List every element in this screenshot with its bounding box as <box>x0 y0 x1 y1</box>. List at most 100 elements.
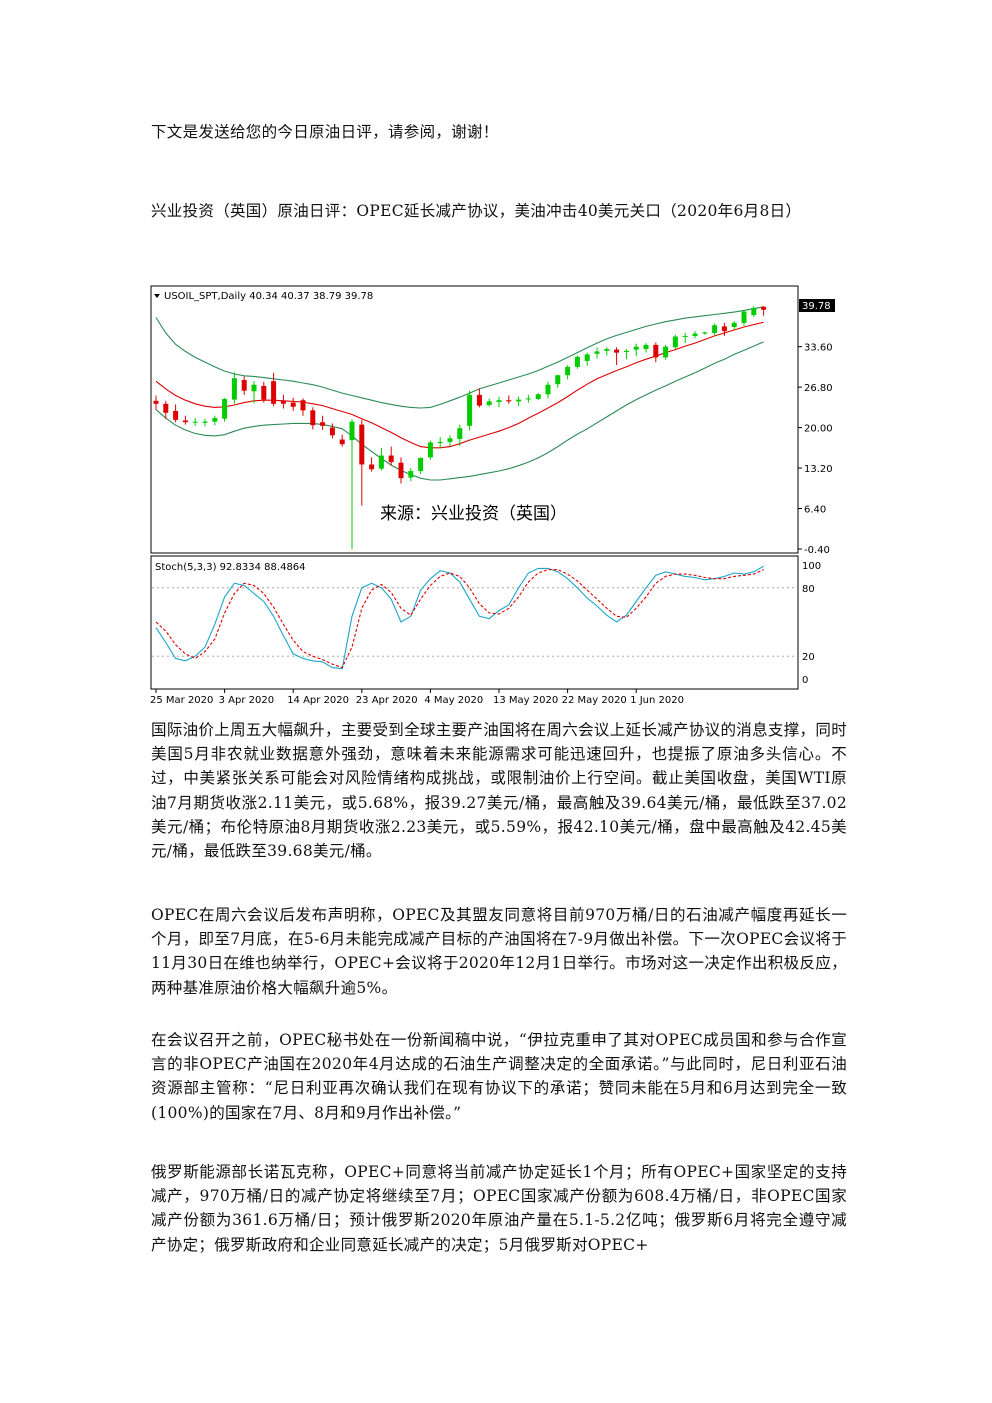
candle <box>320 415 326 430</box>
candle-body <box>467 394 473 426</box>
candle-body <box>476 394 482 406</box>
candle <box>741 310 747 326</box>
candle-body <box>721 326 727 332</box>
candle <box>653 342 659 363</box>
candle-body <box>535 394 541 400</box>
candle <box>721 322 727 336</box>
candle-body <box>672 336 678 348</box>
price-panel-frame <box>150 285 799 554</box>
candle-body <box>388 455 394 463</box>
candle <box>692 331 698 339</box>
candle <box>398 457 404 484</box>
bollinger-lower-line <box>155 341 764 481</box>
candle-body <box>447 438 453 442</box>
stoch-tick-label: 0 <box>802 675 808 686</box>
x-tick-label: 1 Jun 2020 <box>630 695 684 706</box>
candle-body <box>633 346 639 350</box>
candle <box>447 435 453 447</box>
candle <box>584 352 590 366</box>
candle <box>339 434 345 447</box>
candle-body <box>761 306 767 310</box>
candle-body <box>222 399 228 419</box>
candle-body <box>398 462 404 479</box>
price-tick-label: 13.20 <box>804 464 833 475</box>
candle <box>212 415 218 426</box>
collapse-arrow-icon <box>154 294 160 298</box>
candle-body <box>290 402 296 407</box>
candle <box>231 372 237 404</box>
candle-body <box>623 350 629 353</box>
candle-body <box>604 349 610 351</box>
candle <box>418 457 424 475</box>
x-tick-label: 23 Apr 2020 <box>356 695 418 706</box>
candle <box>241 376 247 395</box>
candle <box>359 419 365 506</box>
candle-body <box>584 354 590 361</box>
candle <box>506 395 512 404</box>
candle <box>545 381 551 399</box>
candle <box>202 418 208 427</box>
report-title: 兴业投资（英国）原油日评：OPEC延长减产协议，美油冲击40美元关口（2020年… <box>151 202 802 220</box>
paragraph-3: 在会议召开之前，OPEC秘书处在一份新闻稿中说，“伊拉克重申了其对OPEC成员国… <box>151 1031 847 1122</box>
candle-body <box>741 311 747 323</box>
candle <box>633 343 639 357</box>
candle-body <box>202 421 208 423</box>
candle-body <box>751 307 757 316</box>
price-tick-label: 6.40 <box>804 505 826 516</box>
x-tick-label: 14 Apr 2020 <box>287 695 349 706</box>
candle-body <box>614 349 620 353</box>
candle-body <box>329 427 335 436</box>
candle-body <box>418 457 424 472</box>
current-price-label: 39.78 <box>802 301 831 312</box>
candle-body <box>280 400 286 404</box>
candle <box>261 381 267 403</box>
candle-body <box>153 400 159 404</box>
candle <box>594 347 600 359</box>
candle-body <box>349 421 355 441</box>
candle <box>408 468 414 482</box>
candle <box>525 394 531 403</box>
paragraph-1: 国际油价上周五大幅飙升，主要受到全球主要产油国将在周六会议上延长减产协议的消息支… <box>151 721 847 861</box>
candle <box>378 447 384 471</box>
candle <box>310 407 316 430</box>
price-tick-label: 33.60 <box>804 343 833 354</box>
candle <box>731 321 737 330</box>
candle <box>574 355 580 369</box>
candle-body <box>663 346 669 358</box>
candle <box>486 398 492 407</box>
candle-body <box>457 428 463 439</box>
candle-body <box>437 441 443 444</box>
candle <box>643 343 649 353</box>
candle-body <box>339 439 345 445</box>
x-tick-label: 13 May 2020 <box>493 695 558 706</box>
candle-body <box>653 344 659 358</box>
stoch-k-line <box>155 565 764 670</box>
candle-body <box>320 422 326 426</box>
candle <box>614 347 620 366</box>
candle <box>300 398 306 416</box>
source-watermark: 来源：兴业投资（英国） <box>380 504 567 524</box>
candle-body <box>486 401 492 405</box>
candle-body <box>241 379 247 391</box>
stoch-tick-label: 20 <box>802 652 815 663</box>
candle <box>682 332 688 344</box>
candle <box>153 395 159 410</box>
price-tick-label: 20.00 <box>804 424 833 435</box>
price-header: USOIL_SPT,Daily 40.34 40.37 38.79 39.78 <box>164 291 373 302</box>
candle-body <box>182 420 188 423</box>
candle <box>751 306 757 317</box>
candle-body <box>378 455 384 469</box>
x-tick-label: 22 May 2020 <box>562 695 627 706</box>
candle <box>192 418 198 426</box>
price-tick-label: 26.80 <box>804 383 833 394</box>
x-tick-label: 4 May 2020 <box>424 695 483 706</box>
candle-body <box>506 400 512 402</box>
candle-body <box>359 424 365 465</box>
candle-body <box>516 399 522 402</box>
candle <box>329 423 335 439</box>
candle-body <box>251 384 257 392</box>
candle <box>476 388 482 408</box>
candle <box>535 393 541 401</box>
candle <box>761 306 767 316</box>
candle-body <box>682 335 688 337</box>
